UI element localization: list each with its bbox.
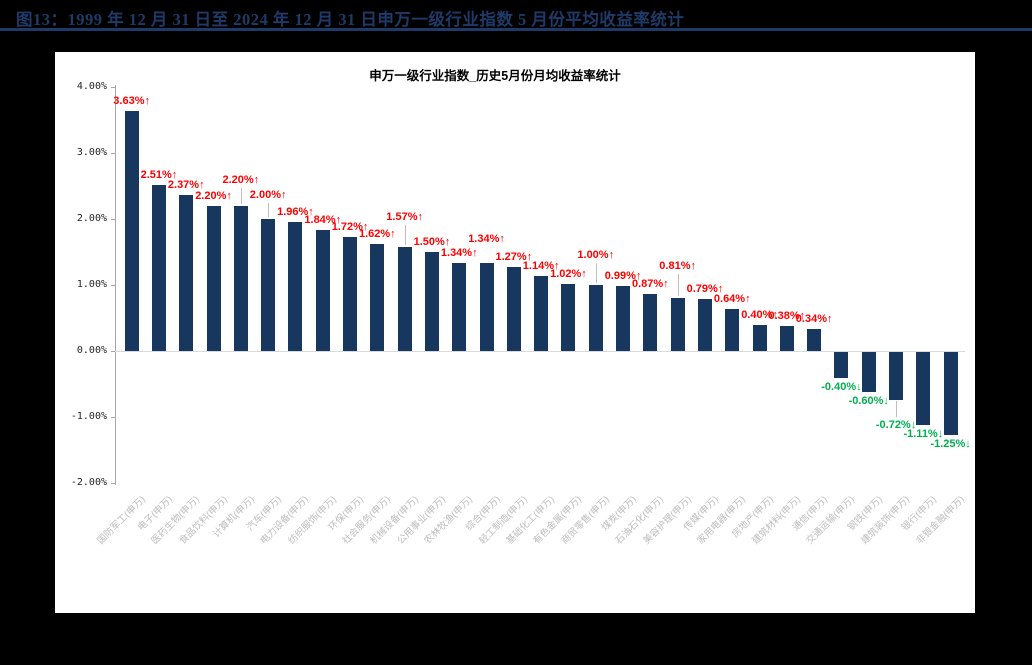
bar-value-label: 2.51%↑ — [140, 169, 178, 182]
bar-value-label: 0.79%↑ — [686, 282, 724, 295]
bar — [643, 293, 658, 351]
bar-value-label: 2.20%↑ — [195, 189, 232, 202]
bar — [452, 262, 467, 351]
label-leader-line — [268, 203, 270, 217]
y-axis-tick — [111, 153, 115, 154]
bar-value-label: 0.34%↑ — [795, 312, 833, 325]
bar-value-label: -0.40%↓ — [821, 381, 862, 394]
y-axis-tick — [111, 417, 115, 418]
bar — [588, 285, 603, 351]
bar — [670, 297, 685, 351]
label-leader-line — [240, 187, 242, 204]
bar — [261, 219, 276, 351]
bar — [752, 324, 767, 351]
bar-value-label: 1.14%↑ — [522, 259, 560, 272]
bar-value-label: 1.62%↑ — [358, 228, 396, 241]
y-axis-tick-label: -2.00% — [70, 477, 107, 488]
bar — [779, 325, 794, 351]
title-divider — [0, 28, 1032, 31]
zero-gridline — [115, 351, 965, 352]
label-leader-line — [677, 273, 679, 296]
bar-value-label: 0.64%↑ — [713, 292, 751, 305]
label-leader-line — [595, 263, 597, 283]
y-axis-tick — [111, 219, 115, 220]
y-axis-tick-label: 3.00% — [76, 147, 107, 158]
bar-value-label: 1.34%↑ — [468, 232, 505, 245]
label-leader-line — [896, 400, 898, 417]
y-axis-tick-label: 4.00% — [76, 81, 107, 92]
bar — [697, 298, 712, 351]
bar-value-label: 1.02%↑ — [550, 267, 587, 280]
bar-value-label: 2.20%↑ — [222, 173, 260, 186]
bar-value-label: 0.99%↑ — [604, 269, 642, 282]
bar — [179, 194, 194, 351]
bar — [943, 352, 958, 435]
bar — [834, 352, 849, 379]
bar-value-label: 1.72%↑ — [331, 221, 369, 234]
bar-value-label: -0.72%↓ — [875, 418, 917, 431]
bar-value-label: 3.63%↑ — [113, 95, 150, 108]
y-axis-tick-label: 1.00% — [76, 279, 107, 290]
bar-value-label: -1.25%↓ — [930, 437, 971, 450]
bar — [506, 267, 521, 351]
y-axis-line — [115, 85, 116, 485]
bar-value-label: 0.87%↑ — [631, 277, 669, 290]
bar-value-label: 1.96%↑ — [277, 205, 314, 218]
bar — [916, 352, 931, 426]
bar-value-label: 1.27%↑ — [495, 251, 533, 264]
y-axis-tick-label: 2.00% — [76, 213, 107, 224]
bar — [479, 262, 494, 351]
bar — [534, 275, 549, 351]
figure-title: 图13：1999 年 12 月 31 日至 2024 年 12 月 31 日申万… — [16, 10, 685, 29]
bar-value-label: 0.81%↑ — [659, 259, 696, 272]
bar-value-label: -1.11%↓ — [903, 428, 944, 441]
bar — [561, 283, 576, 351]
bar — [315, 229, 330, 351]
y-axis-tick — [111, 351, 115, 352]
chart-title: 申万一级行业指数_历史5月份月均收益率统计 — [369, 69, 621, 83]
bar — [397, 247, 412, 351]
bar — [288, 221, 303, 351]
bar-value-label: 1.50%↑ — [413, 236, 451, 248]
y-axis-tick-label: 0.00% — [76, 345, 107, 356]
bar — [151, 185, 166, 351]
bar-value-label: 1.34%↑ — [440, 246, 478, 259]
bar-value-label: 0.38%↑ — [768, 309, 806, 322]
bar — [124, 111, 139, 351]
bar — [370, 244, 385, 351]
bar — [233, 205, 248, 351]
bar — [725, 308, 740, 351]
bar-value-label: -0.60%↓ — [848, 394, 889, 407]
y-axis-tick-label: -1.00% — [70, 411, 107, 422]
bar — [343, 237, 358, 351]
bar-value-label: 1.57%↑ — [386, 211, 423, 224]
bar — [889, 352, 904, 400]
bar-value-label: 1.00%↑ — [577, 249, 615, 261]
bar-value-label: 2.37%↑ — [167, 178, 205, 191]
y-axis-tick — [111, 483, 115, 484]
bar — [616, 285, 631, 351]
bar — [861, 352, 876, 392]
plot-area: 4.00% 3.00% 2.00% 1.00% 0.00% -1.00% -2.00% 3.6… — [55, 52, 975, 613]
bar — [807, 328, 822, 351]
y-axis-tick — [111, 285, 115, 286]
label-leader-line — [404, 225, 406, 246]
bar-value-label: 0.40%↑ — [741, 308, 778, 321]
y-axis-tick — [111, 87, 115, 88]
bar — [206, 205, 221, 351]
bar-value-label: 1.84%↑ — [304, 213, 342, 226]
bar — [424, 252, 439, 351]
chart-panel: 申万一级行业指数_历史5月份月均收益率统计 4.00% 3.00% 2.00% 1.0… — [55, 52, 975, 613]
bar-value-label: 2.00%↑ — [249, 189, 287, 201]
